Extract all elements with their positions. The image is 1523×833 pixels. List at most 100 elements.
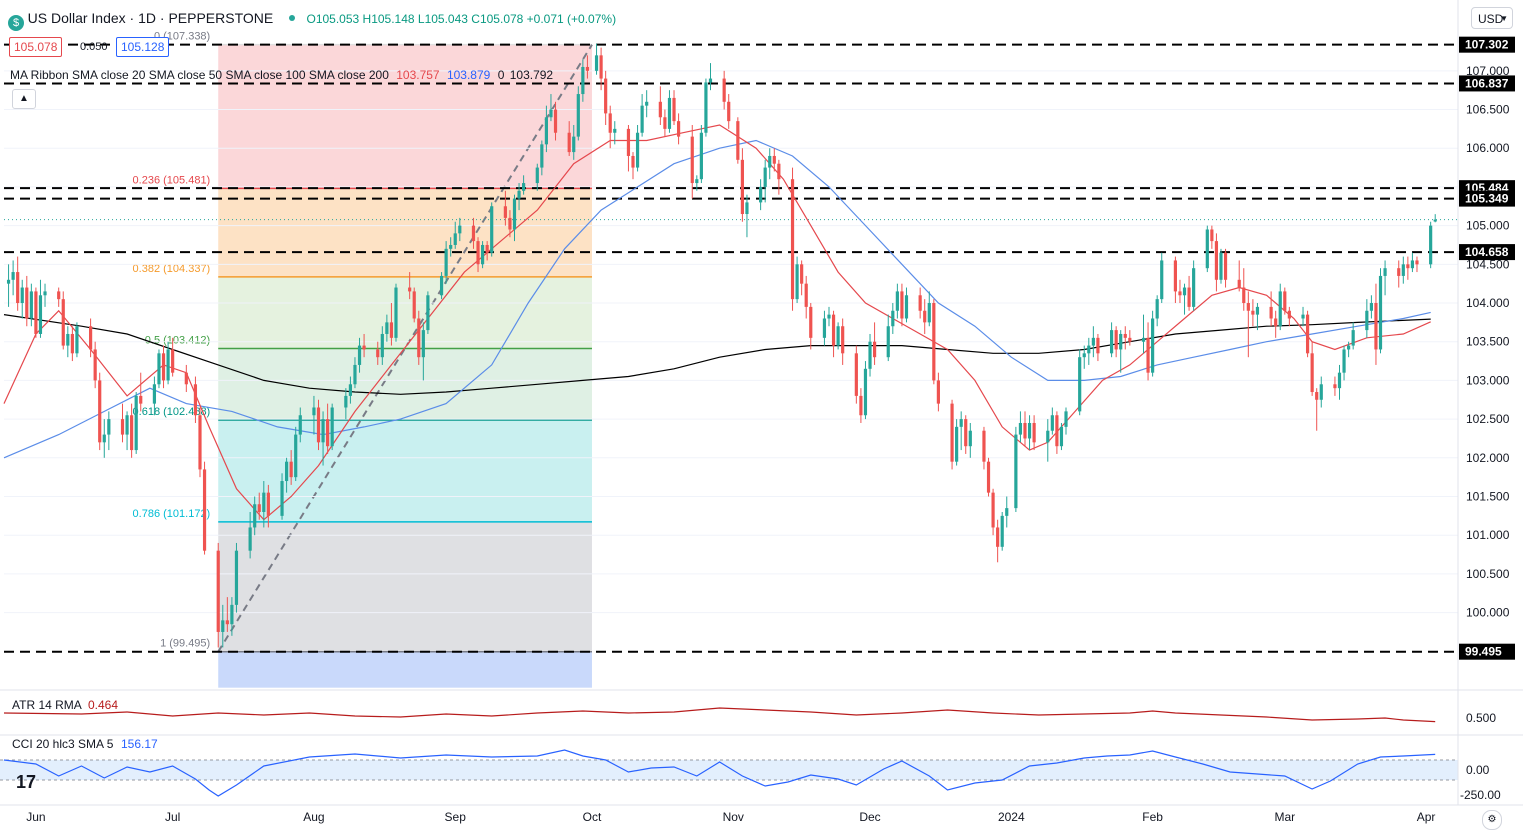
candle-body xyxy=(1055,415,1059,447)
price-tick-label: 100.000 xyxy=(1466,606,1510,620)
time-tick-label: Mar xyxy=(1274,810,1295,824)
candle-body xyxy=(1365,310,1369,331)
candle-body xyxy=(234,550,239,605)
candle-body xyxy=(631,155,635,168)
candle-body xyxy=(891,310,895,327)
candle-body xyxy=(626,128,631,156)
ma-ribbon-legend[interactable]: MA Ribbon SMA close 20 SMA close 50 SMA … xyxy=(10,68,553,82)
candle-body xyxy=(98,380,102,443)
candle-body xyxy=(772,155,776,164)
candle-body xyxy=(1255,306,1260,315)
candle-body xyxy=(1192,268,1196,307)
candle-body xyxy=(357,345,362,365)
candle-body xyxy=(645,101,649,106)
chart-title[interactable]: US Dollar Index · 1D · PEPPERSTONE xyxy=(27,10,274,26)
candle-body xyxy=(1237,279,1241,288)
candle-body xyxy=(57,291,61,300)
candle-body xyxy=(904,295,909,319)
candle-body xyxy=(1269,306,1273,319)
candle-body xyxy=(139,395,143,404)
candle-body xyxy=(490,206,494,253)
candle-body xyxy=(1315,392,1319,400)
candle-body xyxy=(1173,260,1177,292)
candle-body xyxy=(184,372,188,385)
price-grid xyxy=(4,70,1458,614)
candle-body xyxy=(1109,330,1114,354)
candle-body xyxy=(476,241,480,265)
candle-body xyxy=(230,604,234,625)
candle-body xyxy=(294,434,298,478)
sell-price-button[interactable]: 105.078 xyxy=(9,37,63,57)
candle-body xyxy=(171,349,175,373)
buy-price-button[interactable]: 105.128 xyxy=(116,37,170,57)
candle-body xyxy=(763,167,767,187)
candle-body xyxy=(950,403,954,462)
candle-body xyxy=(458,225,462,234)
fib-level-label: 0.382 (104.337) xyxy=(133,263,211,275)
candle-body xyxy=(918,295,922,311)
candle-body xyxy=(827,314,831,319)
candle-body xyxy=(1219,252,1223,280)
symbol-header[interactable]: $ US Dollar Index · 1D · PEPPERSTONE O10… xyxy=(8,10,616,31)
tradingview-logo[interactable]: 17 xyxy=(16,772,37,792)
candle-body xyxy=(959,419,963,427)
time-tick-label: Apr xyxy=(1417,810,1436,824)
candle-body xyxy=(257,504,261,512)
candle-body xyxy=(900,291,904,319)
candle-body xyxy=(708,78,713,83)
candle-body xyxy=(581,66,585,95)
chevron-up-icon: ▲ xyxy=(19,93,29,104)
candle-body xyxy=(444,248,448,276)
candle-body xyxy=(1114,330,1118,350)
candle-body xyxy=(512,198,517,230)
candle-body xyxy=(1301,314,1305,319)
candle-body xyxy=(362,345,366,350)
candle-body xyxy=(152,384,157,404)
candle-body xyxy=(777,163,781,180)
candle-body xyxy=(1415,260,1419,265)
candle-body xyxy=(248,527,252,551)
candlesticks[interactable] xyxy=(6,43,1437,648)
fibonacci-retracement[interactable]: 0 (107.338)0.236 (105.481)0.382 (104.337… xyxy=(133,31,593,688)
candle-body xyxy=(982,430,986,462)
candle-body xyxy=(699,132,703,180)
time-tick-label: Feb xyxy=(1142,810,1163,824)
currency-selector[interactable]: USD ▼ xyxy=(1471,7,1513,29)
cci-axis-tick: -250.00 xyxy=(1460,788,1501,802)
candle-body xyxy=(1119,333,1123,350)
candle-body xyxy=(1082,353,1086,358)
horizontal-levels[interactable] xyxy=(4,43,1458,653)
level-price-label: 107.302 xyxy=(1465,38,1509,52)
candle-body xyxy=(1027,422,1032,439)
candle-body xyxy=(722,78,726,102)
level-price-label: 99.495 xyxy=(1465,645,1502,659)
candle-body xyxy=(1151,318,1155,373)
collapse-legend-button[interactable]: ▲ xyxy=(12,89,36,109)
candle-body xyxy=(968,430,972,447)
candle-body xyxy=(1305,314,1310,354)
candle-body xyxy=(453,233,457,245)
candle-body xyxy=(348,384,353,396)
candle-body xyxy=(800,264,804,284)
ma-ribbon-label: MA Ribbon SMA close 20 SMA close 50 SMA … xyxy=(10,68,389,82)
candle-body xyxy=(585,66,590,71)
settings-gear-icon[interactable]: ⚙ xyxy=(1482,810,1502,830)
atr-line xyxy=(3,707,1436,723)
time-tick-label: Jun xyxy=(26,810,45,824)
candle-body xyxy=(1397,268,1401,276)
candle-body xyxy=(426,295,430,331)
fib-level-label: 1 (99.495) xyxy=(160,638,210,650)
cci-value: 156.17 xyxy=(121,737,158,751)
candle-body xyxy=(886,326,890,358)
candle-body xyxy=(1146,337,1150,373)
sma-50-line xyxy=(3,139,1431,459)
candle-body xyxy=(1087,345,1091,354)
candle-body xyxy=(576,94,580,137)
candle-body xyxy=(61,299,65,346)
candle-body xyxy=(572,136,576,153)
cci-band xyxy=(0,760,1458,780)
market-status-dot-icon xyxy=(288,15,295,21)
candle-body xyxy=(34,291,38,334)
